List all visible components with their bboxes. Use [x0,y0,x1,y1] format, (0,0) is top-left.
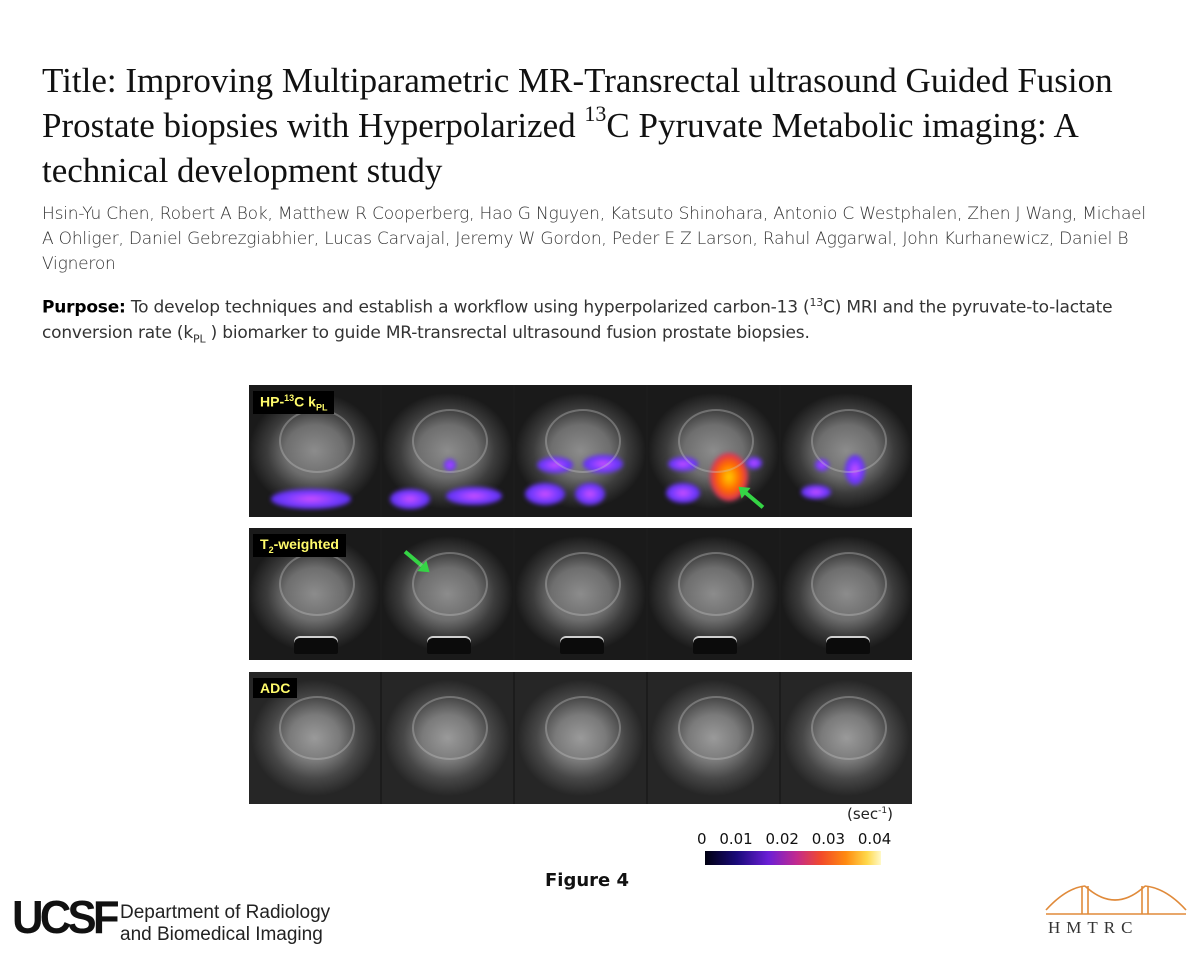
mri-slice [781,672,912,804]
mri-slice [515,672,646,804]
mri-slice [382,528,513,660]
kpl-colorbar [705,851,881,865]
mri-slice [648,528,779,660]
mri-slice [781,528,912,660]
colorbar-tick: 0.03 [811,830,846,848]
department-name: Department of Radiology and Biomedical I… [120,902,331,945]
t2-weighted-row: T2-weighted [249,528,912,660]
mri-slice [382,385,513,517]
mri-slice [648,385,779,517]
figure-caption: Figure 4 [545,870,630,891]
arrow-icon [741,489,765,509]
colorbar-tick: 0 [697,830,707,848]
adc-row: ADC [249,672,912,804]
colorbar-tick: 0.04 [857,830,892,848]
mri-slice [382,672,513,804]
hp-kpl-row: HP-13C kPL [249,385,912,517]
row-label-adc: ADC [253,678,298,698]
bridge-icon [1045,885,1187,915]
colorbar-units: (sec-1) [847,805,893,823]
purpose-label: Purpose: [42,297,126,318]
figure-4-panels: HP-13C kPL T2-weighted ADC [249,385,912,805]
mri-slice [781,385,912,517]
ucsf-wordmark: UCSF [12,891,120,943]
row-label-hp-kpl: HP-13C kPL [253,391,335,415]
colorbar-tick: 0.02 [765,830,799,848]
mri-slice [515,385,646,517]
arrow-icon [403,550,427,570]
colorbar-ticks: 0 0.01 0.02 0.03 0.04 [697,830,899,848]
mri-slice [515,528,646,660]
paper-title: Title: Improving Multiparametric MR-Tran… [42,61,1113,190]
hmtrc-wordmark: HMTRC [1048,918,1139,937]
hmtrc-logo: HMTRC [1042,880,1190,940]
colorbar-tick: 0.01 [719,830,753,848]
row-label-t2-weighted: T2-weighted [253,534,346,557]
mri-slice [648,672,779,804]
purpose-statement: Purpose: To develop techniques and estab… [42,296,1113,346]
author-list: Hsin-Yu Chen, Robert A Bok, Matthew R Co… [42,204,1146,274]
